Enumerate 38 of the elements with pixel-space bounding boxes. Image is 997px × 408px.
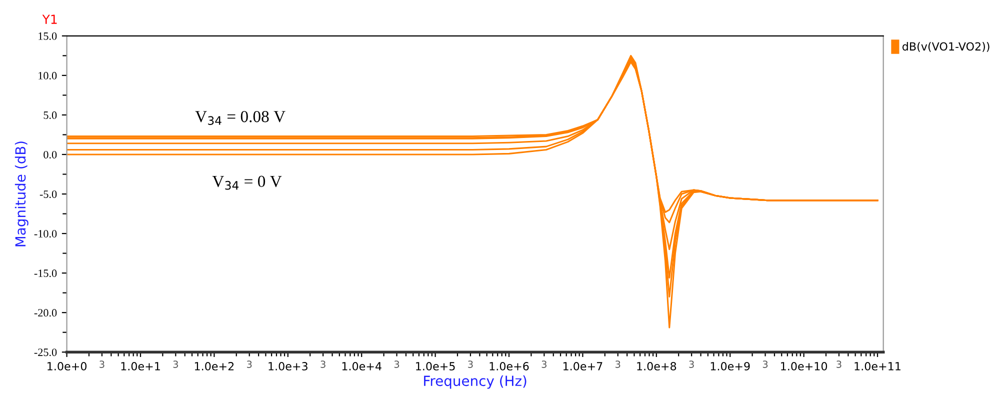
x-tick-label: 1.0e+9	[710, 362, 750, 370]
y-tick-label: -15.0	[34, 270, 57, 278]
x-tick-label: 1.0e+4	[342, 362, 382, 370]
text: 3	[836, 360, 842, 368]
text: 3	[689, 360, 694, 368]
annotation: V$_{34}$ = 0.08 V	[195, 110, 286, 125]
x-tick-label: 1.0e+10	[781, 362, 828, 370]
text: 3	[468, 360, 473, 368]
x-tick-label: 1.0e+7	[563, 362, 602, 370]
legend-label: dB(v(VO1-VO2))	[902, 42, 990, 52]
text: 3	[616, 360, 620, 368]
text: 3	[762, 360, 768, 368]
y-tick-label: 0.0	[44, 150, 57, 158]
x-tick-label: 1.0e+11	[854, 362, 900, 370]
x-tick-label: 1.0e+2	[194, 362, 234, 370]
x-tick-label: 1.0e+6	[490, 362, 529, 370]
text: Y1	[42, 14, 57, 24]
y-tick-label: 15.0	[38, 32, 57, 40]
x-tick-label: 1.0e+5	[416, 362, 455, 370]
y-tick-label: -20.0	[34, 309, 57, 317]
y-tick-label: -5.0	[40, 190, 57, 198]
text: 3	[100, 360, 104, 368]
text: 3	[173, 360, 178, 368]
x-tick-label: 1.0e+0	[48, 362, 87, 370]
x-tick-label: 1.0e+8	[637, 362, 676, 370]
text: 3	[394, 360, 400, 368]
y-axis-title: Magnitude (dB)	[14, 142, 28, 246]
x-tick-label: 1.0e+3	[268, 362, 308, 370]
text: 3	[247, 360, 252, 368]
y-tick-label: -25.0	[34, 348, 57, 356]
x-tick-label: 1.0e+1	[121, 362, 160, 370]
y-tick-label: 10.0	[38, 72, 57, 80]
y-tick-label: -10.0	[34, 230, 57, 238]
text: 3	[542, 360, 546, 368]
x-axis-title: Frequency (Hz)	[424, 375, 526, 389]
text: 3	[320, 360, 326, 368]
annotation: V$_{34}$ = 0 V	[212, 176, 282, 190]
y-tick-label: 5.0	[44, 111, 57, 119]
